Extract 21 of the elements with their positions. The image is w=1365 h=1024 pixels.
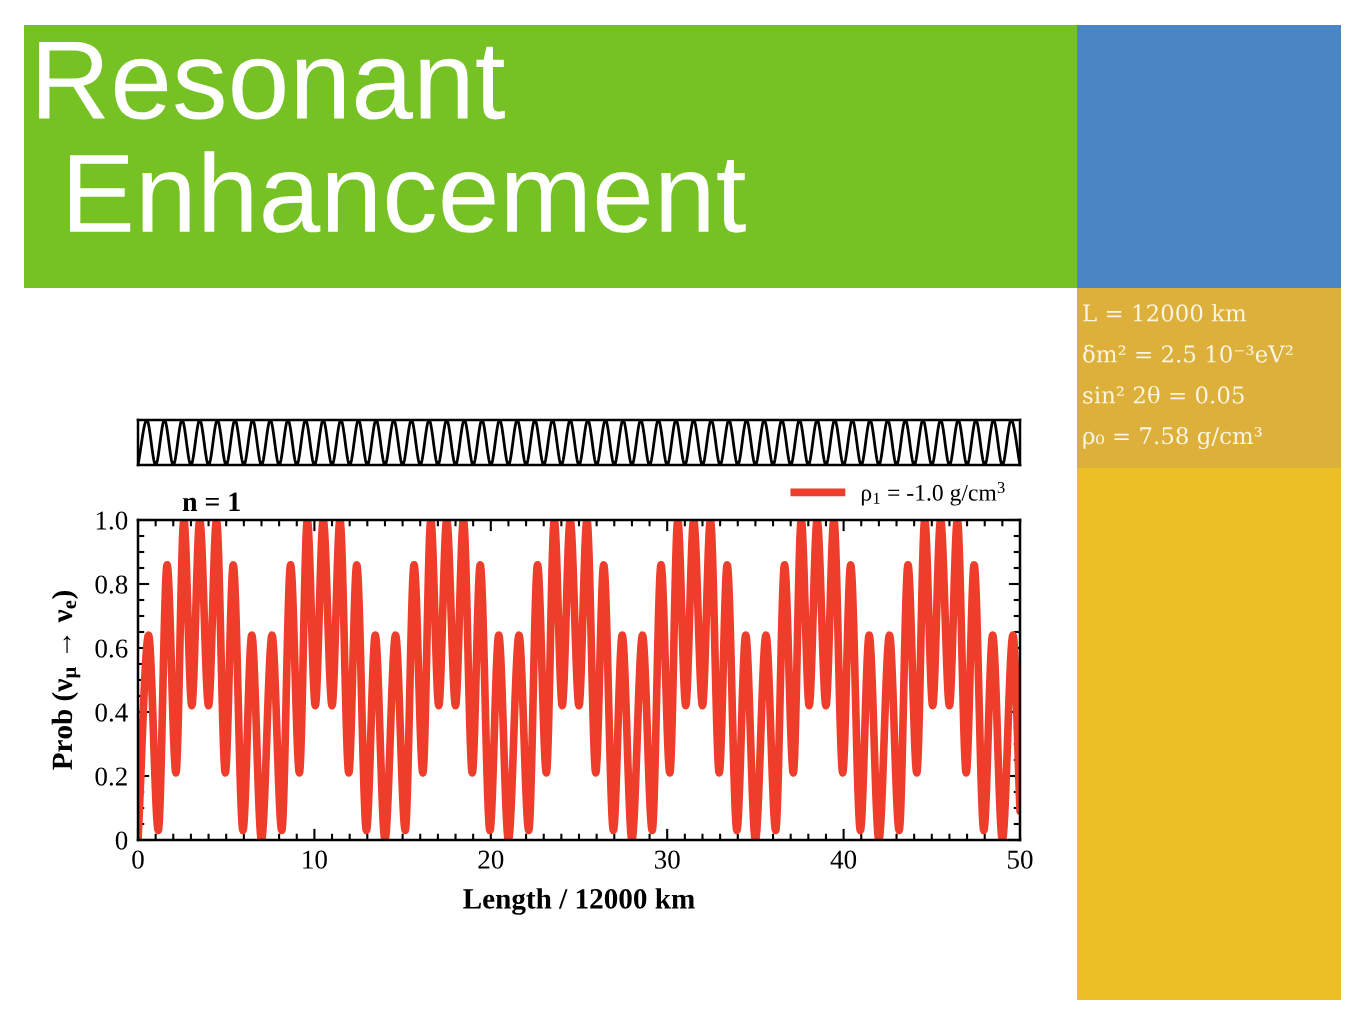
x-tick-label: 40 <box>830 850 857 869</box>
x-axis-title: Length / 12000 km <box>463 888 695 915</box>
x-tick-label: 20 <box>478 850 504 869</box>
text: sin² 2θ = 0.05 <box>1083 385 1244 404</box>
text: ρ₀ = 7.58 g/cm³ <box>1083 426 1262 450</box>
y-tick-label: 0.2 <box>95 767 127 786</box>
x-tick-label: 0 <box>132 850 144 869</box>
x-tick-label: 50 <box>1008 850 1033 869</box>
y-tick-label: 0.8 <box>95 575 128 594</box>
text: n = 1 <box>182 492 240 511</box>
x-tick-label: 30 <box>654 850 680 869</box>
y-tick-label: 0.4 <box>95 703 128 722</box>
x-tick-label: 10 <box>303 850 327 869</box>
text: L = 12000 km <box>1083 303 1247 322</box>
text: δm² = 2.5 10⁻³eV² <box>1083 344 1293 363</box>
y-tick-label: 0 <box>115 831 128 850</box>
legend-label: ρ$_{1}$ = -1.0 g/cm$^{3}$ <box>861 481 1005 506</box>
chart-title: Resonant Enhancement <box>39 42 746 233</box>
y-tick-label: 0.6 <box>95 639 128 658</box>
y-tick-label: 1.0 <box>96 511 128 530</box>
y-axis-title: Prob (ν$_{μ}$ → ν$_{e}$) <box>51 591 81 770</box>
